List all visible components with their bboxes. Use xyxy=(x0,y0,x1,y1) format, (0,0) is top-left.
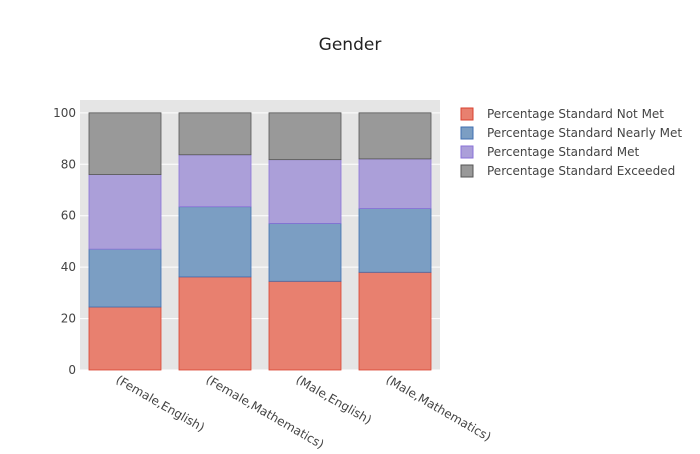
y-tick-label: 80 xyxy=(61,157,76,171)
bar-segment[interactable] xyxy=(88,248,162,308)
bar-segment[interactable] xyxy=(358,271,432,371)
bar-segment[interactable] xyxy=(178,206,252,278)
bar-segment[interactable] xyxy=(88,174,162,250)
bars-group xyxy=(88,112,432,371)
y-tick-label: 20 xyxy=(61,312,76,326)
bar-segment[interactable] xyxy=(268,280,342,371)
y-tick-label: 60 xyxy=(61,209,76,223)
legend-swatch[interactable] xyxy=(460,145,474,159)
bar-segment[interactable] xyxy=(358,112,432,160)
y-tick-label: 100 xyxy=(53,106,76,120)
bar-segment[interactable] xyxy=(268,223,342,282)
bar-segment[interactable] xyxy=(358,208,432,273)
bar-segment[interactable] xyxy=(88,112,162,175)
x-tick-label: (Male,English) xyxy=(294,372,375,427)
bar-segment[interactable] xyxy=(178,112,252,156)
bar-segment[interactable] xyxy=(88,306,162,371)
y-tick-label: 40 xyxy=(61,260,76,274)
x-axis: (Female,English)(Female,Mathematics)(Mal… xyxy=(114,372,494,451)
x-tick-label: (Female,English) xyxy=(114,372,208,434)
legend-swatch[interactable] xyxy=(460,126,474,140)
bar-segment[interactable] xyxy=(268,159,342,224)
chart-title: Gender xyxy=(319,35,382,55)
legend-label[interactable]: Percentage Standard Nearly Met xyxy=(487,126,682,140)
legend-swatch[interactable] xyxy=(460,164,474,178)
legend-label[interactable]: Percentage Standard Exceeded xyxy=(487,164,675,178)
legend-swatch[interactable] xyxy=(460,107,474,121)
legend-label[interactable]: Percentage Standard Not Met xyxy=(487,107,664,121)
bar-segment[interactable] xyxy=(178,276,252,371)
legend[interactable]: Percentage Standard Not Met Percentage St… xyxy=(460,107,682,178)
bar-segment[interactable] xyxy=(268,112,342,161)
x-tick-label: (Male,Mathematics) xyxy=(384,372,494,444)
legend-label[interactable]: Percentage Standard Met xyxy=(487,145,639,159)
bar-segment[interactable] xyxy=(178,154,252,208)
y-axis: 0 20 40 60 80 100 xyxy=(53,106,76,377)
y-tick-label: 0 xyxy=(68,363,76,377)
bar-segment[interactable] xyxy=(358,158,432,209)
